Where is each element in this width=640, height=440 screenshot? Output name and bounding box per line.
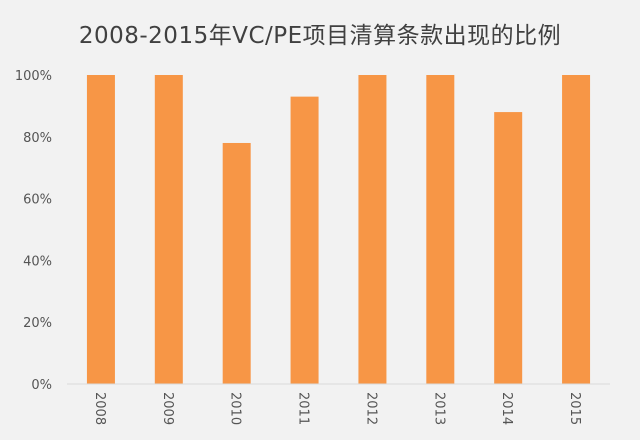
- x-tick-label: 2010: [228, 392, 243, 425]
- x-tick-label: 2009: [160, 392, 175, 425]
- x-tick-label: 2014: [499, 392, 514, 425]
- x-tick-label: 2013: [431, 392, 446, 425]
- bar: [494, 112, 523, 384]
- x-tick-label: 2008: [92, 392, 107, 425]
- bar: [86, 75, 115, 384]
- y-tick-label: 20%: [23, 316, 52, 331]
- bar: [222, 142, 251, 384]
- y-tick-label: 60%: [23, 193, 52, 208]
- y-tick-label: 0%: [31, 378, 52, 393]
- bar: [154, 75, 183, 384]
- x-tick-label: 2012: [363, 392, 378, 425]
- y-tick-label: 100%: [15, 69, 52, 84]
- bar: [358, 75, 387, 384]
- bar: [426, 75, 455, 384]
- bar: [290, 96, 319, 384]
- y-axis: 0% 20% 40% 60% 80% 100%: [15, 69, 52, 393]
- y-tick-label: 80%: [23, 131, 52, 146]
- bar: [562, 75, 591, 384]
- x-axis: 2008 2009 2010 2011 2012 2013 2014 2015: [92, 392, 582, 425]
- y-tick-label: 40%: [23, 254, 52, 269]
- x-tick-label: 2011: [296, 392, 311, 425]
- chart-title: 2008-2015年VC/PE项目清算条款出现的比例: [78, 23, 562, 49]
- x-tick-label: 2015: [567, 392, 582, 425]
- bar-series: [86, 75, 591, 384]
